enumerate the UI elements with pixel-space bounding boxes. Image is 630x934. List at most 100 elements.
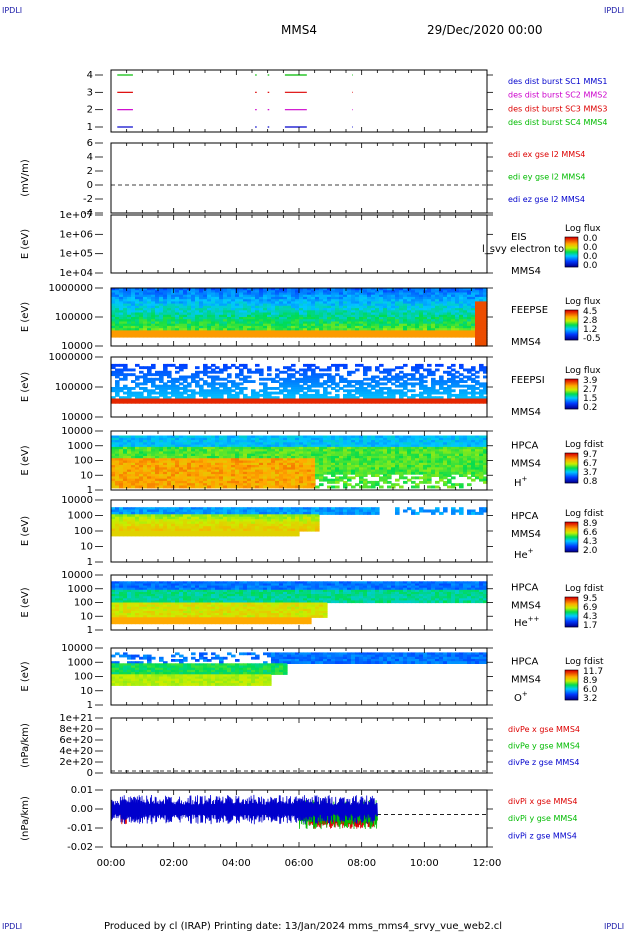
heatmap-cell: [207, 400, 212, 404]
heatmap-cell: [419, 393, 424, 397]
colorbar-swatch: [565, 384, 578, 386]
heatmap-cell: [331, 319, 336, 322]
heatmap-cell: [175, 325, 180, 329]
heatmap-cell: [287, 400, 292, 404]
heatmap-cell: [279, 317, 284, 320]
heatmap-cell: [163, 319, 168, 322]
heatmap-cell: [127, 319, 132, 322]
heatmap-cell: [463, 292, 468, 296]
heatmap-cell: [379, 303, 384, 307]
heatmap-cell: [123, 308, 128, 311]
heatmap-cell: [371, 387, 376, 390]
heatmap-cell: [139, 391, 144, 395]
heatmap-cell: [195, 382, 200, 386]
heatmap-cell: [223, 437, 228, 441]
heatmap-cell: [223, 458, 228, 462]
heatmap-cell: [439, 391, 444, 395]
heatmap-cell: [215, 462, 220, 466]
heatmap-cell: [223, 296, 228, 300]
heatmap-cell: [303, 480, 308, 484]
heatmap-cell: [207, 485, 212, 489]
heatmap-cell: [219, 305, 224, 309]
heatmap-cell: [379, 288, 384, 291]
heatmap-cell: [315, 314, 320, 318]
heatmap-cell: [439, 290, 444, 293]
heatmap-cell: [139, 485, 144, 489]
heatmap-cell: [327, 460, 332, 464]
heatmap-cell: [263, 449, 268, 453]
heatmap-cell: [247, 321, 252, 325]
heatmap-cell: [215, 325, 220, 329]
heatmap-cell: [167, 380, 172, 383]
heatmap-cell: [255, 444, 260, 448]
heatmap-cell: [191, 288, 196, 291]
heatmap-cell: [191, 330, 196, 334]
heatmap-cell: [323, 442, 328, 446]
heatmap-cell: [259, 332, 264, 336]
heatmap-cell: [211, 332, 216, 336]
heatmap-cell: [159, 294, 164, 298]
heatmap-cell: [239, 478, 244, 482]
heatmap-cell: [115, 442, 120, 446]
heatmap-cell: [415, 330, 420, 334]
heatmap-cell: [211, 334, 216, 338]
heatmap-cell: [407, 288, 412, 291]
heatmap-cell: [347, 308, 352, 311]
heatmap-cell: [171, 471, 176, 475]
heatmap-cell: [115, 370, 120, 374]
heatmap-cell: [335, 469, 340, 473]
heatmap-cell: [207, 478, 212, 482]
heatmap-cell: [143, 375, 148, 379]
heatmap-cell: [283, 480, 288, 484]
heatmap-cell: [483, 339, 488, 343]
heatmap-cell: [303, 444, 308, 448]
heatmap-cell: [423, 314, 428, 318]
heatmap-cell: [395, 366, 400, 370]
heatmap-cell: [211, 446, 216, 450]
heatmap-cell: [355, 382, 360, 386]
heatmap-cell: [187, 476, 192, 480]
heatmap-cell: [299, 389, 304, 393]
heatmap-cell: [483, 317, 488, 320]
heatmap-cell: [315, 377, 320, 381]
heatmap-cell: [199, 332, 204, 336]
heatmap-cell: [455, 384, 460, 388]
heatmap-cell: [267, 469, 272, 473]
heatmap-cell: [467, 400, 472, 404]
heatmap-cell: [339, 456, 344, 459]
heatmap-cell: [335, 305, 340, 309]
heatmap-cell: [355, 288, 360, 291]
heatmap-cell: [159, 305, 164, 309]
heatmap-cell: [371, 319, 376, 322]
heatmap-cell: [263, 328, 268, 331]
heatmap-cell: [255, 453, 260, 457]
heatmap-cell: [259, 480, 264, 484]
heatmap-cell: [159, 328, 164, 331]
heatmap-cell: [475, 375, 480, 379]
heatmap-cell: [223, 305, 228, 309]
heatmap-cell: [415, 290, 420, 293]
heatmap-cell: [395, 377, 400, 381]
heatmap-cell: [411, 334, 416, 338]
heatmap-cell: [279, 480, 284, 484]
heatmap-cell: [167, 471, 172, 475]
heatmap-cell: [299, 446, 304, 450]
heatmap-cell: [235, 398, 240, 402]
heatmap-cell: [163, 292, 168, 296]
heatmap-cell: [131, 449, 136, 453]
heatmap-cell: [399, 370, 404, 374]
heatmap-cell: [215, 393, 220, 397]
heatmap-cell: [171, 319, 176, 322]
heatmap-cell: [475, 382, 480, 386]
heatmap-cell: [119, 478, 124, 482]
heatmap-cell: [367, 319, 372, 322]
heatmap-cell: [351, 442, 356, 446]
heatmap-cell: [287, 462, 292, 466]
heatmap-cell: [151, 366, 156, 370]
heatmap-cell: [419, 321, 424, 325]
heatmap-cell: [367, 296, 372, 300]
heatmap-cell: [359, 299, 364, 302]
heatmap-cell: [215, 453, 220, 457]
heatmap-cell: [187, 393, 192, 397]
heatmap-cell: [431, 314, 436, 318]
